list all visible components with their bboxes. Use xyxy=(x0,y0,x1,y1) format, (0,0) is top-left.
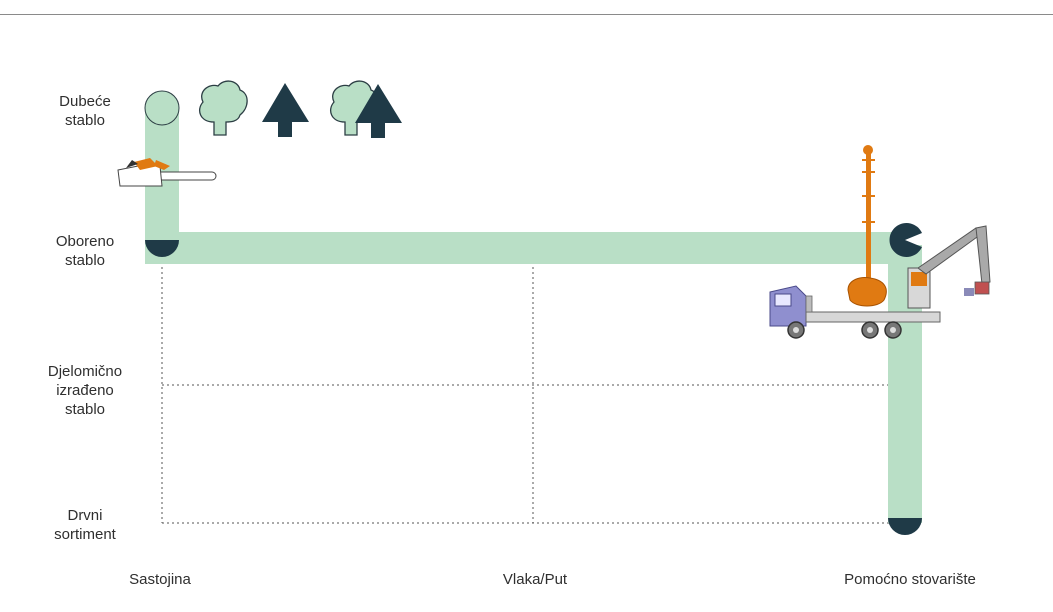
label-partially-processed-tree: Djelomično izrađeno stablo xyxy=(47,363,123,418)
harvester-crane-icon xyxy=(847,145,887,307)
chainsaw-icon xyxy=(117,158,217,187)
assortment-node xyxy=(888,518,922,535)
conifer-tree-icon xyxy=(262,83,309,137)
standing-tree-node xyxy=(144,90,180,126)
label-wood-assortment: Drvni sortiment xyxy=(54,507,116,543)
label-skid-road: Vlaka/Put xyxy=(502,571,568,588)
label-stand: Sastojina xyxy=(129,571,191,588)
felled-tree-node xyxy=(145,240,179,257)
mixed-trees-icon xyxy=(330,80,402,138)
label-standing-tree: Dubeće stablo xyxy=(59,93,111,129)
dotted-grid xyxy=(161,262,890,524)
label-felled-tree: Oboreno stablo xyxy=(55,233,115,269)
truck-icon xyxy=(769,285,941,339)
label-landing: Pomoćno stovarište xyxy=(844,571,976,588)
loader-crane-icon xyxy=(907,225,991,309)
top-rule xyxy=(0,14,1053,15)
deciduous-tree-icon xyxy=(199,80,248,136)
landing-felled-node xyxy=(889,223,922,257)
path-skidding xyxy=(145,232,905,264)
